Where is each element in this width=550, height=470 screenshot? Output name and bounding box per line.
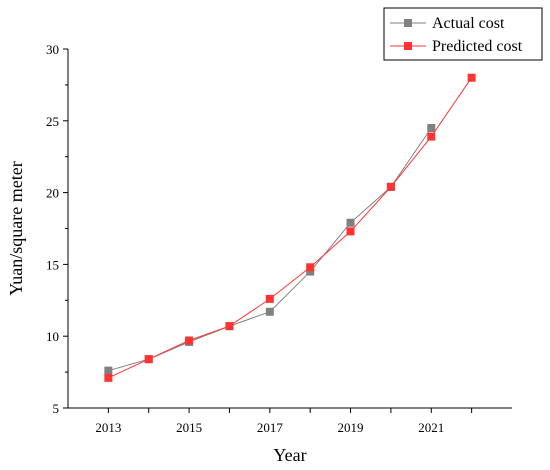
- series-0: [104, 123, 436, 375]
- series-line: [108, 77, 473, 379]
- data-point: [185, 336, 194, 345]
- chart-axes: [63, 48, 512, 413]
- data-point: [306, 267, 315, 276]
- data-point: [104, 366, 113, 375]
- data-point: [427, 123, 436, 132]
- series-line: [108, 127, 432, 372]
- data-point: [386, 182, 395, 191]
- data-point: [306, 263, 315, 272]
- legend-label: Predicted cost: [432, 38, 523, 55]
- data-point: [346, 227, 355, 236]
- series-1: [104, 73, 476, 382]
- x-axis-title: Year: [273, 445, 306, 465]
- tick-labels: 2013 2015 2017 2019 2021 5 10 15 20 25 30: [46, 42, 444, 435]
- x-tick-label: 2015: [176, 420, 202, 435]
- data-point: [427, 132, 436, 141]
- legend: Actual cost Predicted cost: [383, 7, 543, 61]
- x-tick-label: 2013: [95, 420, 121, 435]
- data-point: [265, 294, 274, 303]
- legend-label: Actual cost: [432, 15, 505, 32]
- series-layer: [104, 73, 476, 382]
- y-tick-label: 15: [46, 257, 59, 272]
- data-point: [467, 73, 476, 82]
- data-point: [225, 322, 234, 331]
- y-tick-label: 5: [53, 401, 60, 416]
- data-point: [104, 373, 113, 382]
- y-tick-label: 10: [46, 329, 59, 344]
- y-tick-label: 25: [46, 114, 59, 129]
- legend-marker: [404, 19, 412, 27]
- x-tick-label: 2019: [338, 420, 364, 435]
- data-point: [346, 218, 355, 227]
- x-tick-label: 2017: [257, 420, 284, 435]
- y-tick-label: 20: [46, 186, 59, 201]
- legend-marker: [404, 42, 412, 50]
- y-axis-title: Yuan/square meter: [6, 161, 26, 295]
- legend-item: Predicted cost: [390, 38, 523, 55]
- legend-box: [383, 7, 543, 61]
- data-point: [265, 307, 274, 316]
- data-point: [144, 355, 153, 364]
- y-tick-label: 30: [46, 42, 59, 57]
- legend-item: Actual cost: [390, 15, 505, 32]
- x-tick-label: 2021: [418, 420, 444, 435]
